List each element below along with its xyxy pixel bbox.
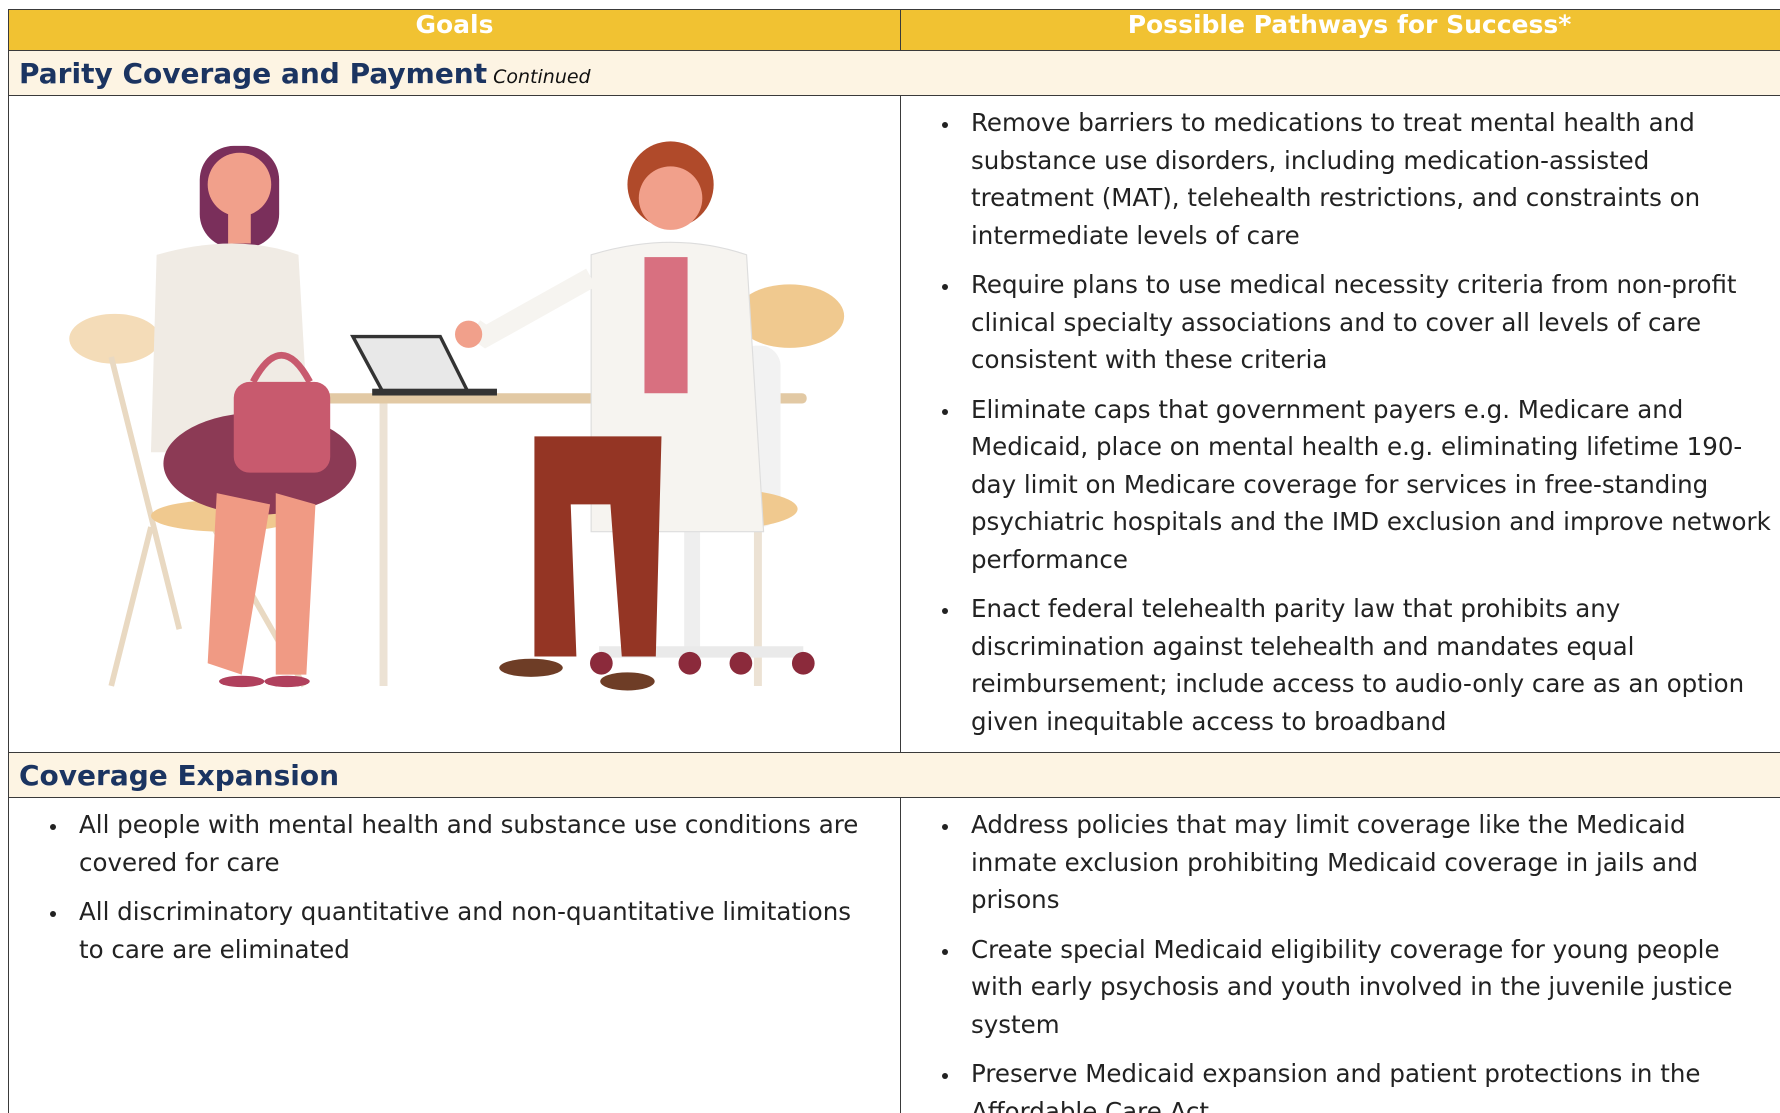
section-row: Coverage Expansion	[8, 752, 1780, 798]
bullet-list: Address policies that may limit coverage…	[901, 806, 1780, 1113]
bullet-item: Address policies that may limit coverage…	[961, 806, 1778, 919]
column-header: Possible Pathways for Success*	[900, 9, 1780, 51]
section-row: Parity Coverage and Payment Continued	[8, 50, 1780, 96]
bullet-list: All people with mental health and substa…	[9, 806, 900, 968]
bullet-item: Eliminate caps that government payers e.…	[961, 391, 1778, 579]
section-title-text: Parity Coverage and Payment	[19, 56, 488, 90]
goals-table: Goals Possible Pathways for Success* Pari…	[8, 9, 1780, 1113]
pathways-cell: Remove barriers to medications to treat …	[900, 95, 1780, 753]
bullet-item: Enact federal telehealth parity law that…	[961, 590, 1778, 740]
illustration	[69, 141, 845, 691]
bullet-item: Require plans to use medical necessity c…	[961, 266, 1778, 379]
content-row: Remove barriers to medications to treat …	[8, 95, 1780, 753]
bullet-list: Remove barriers to medications to treat …	[901, 104, 1780, 740]
section-title: Coverage Expansion	[8, 752, 1780, 798]
bullet-item: All discriminatory quantitative and non-…	[69, 893, 880, 968]
bullet-item: Remove barriers to medications to treat …	[961, 104, 1778, 254]
bullet-item: Preserve Medicaid expansion and patient …	[961, 1055, 1778, 1113]
goals-cell: All people with mental health and substa…	[8, 797, 901, 1113]
section-title-text: Coverage Expansion	[19, 758, 340, 792]
column-header: Goals	[8, 9, 901, 51]
header-row: Goals Possible Pathways for Success*	[8, 9, 1780, 51]
chair-back	[69, 313, 161, 364]
bullet-item: Create special Medicaid eligibility cove…	[961, 931, 1778, 1044]
document: Goals Possible Pathways for Success* Pari…	[8, 9, 1780, 1113]
section-note: Continued	[493, 65, 591, 88]
content-row: All people with mental health and substa…	[8, 797, 1780, 1113]
goals-cell	[8, 95, 901, 753]
section-title: Parity Coverage and Payment Continued	[8, 50, 1780, 96]
pathways-cell: Address policies that may limit coverage…	[900, 797, 1780, 1113]
bullet-item: All people with mental health and substa…	[69, 806, 880, 881]
